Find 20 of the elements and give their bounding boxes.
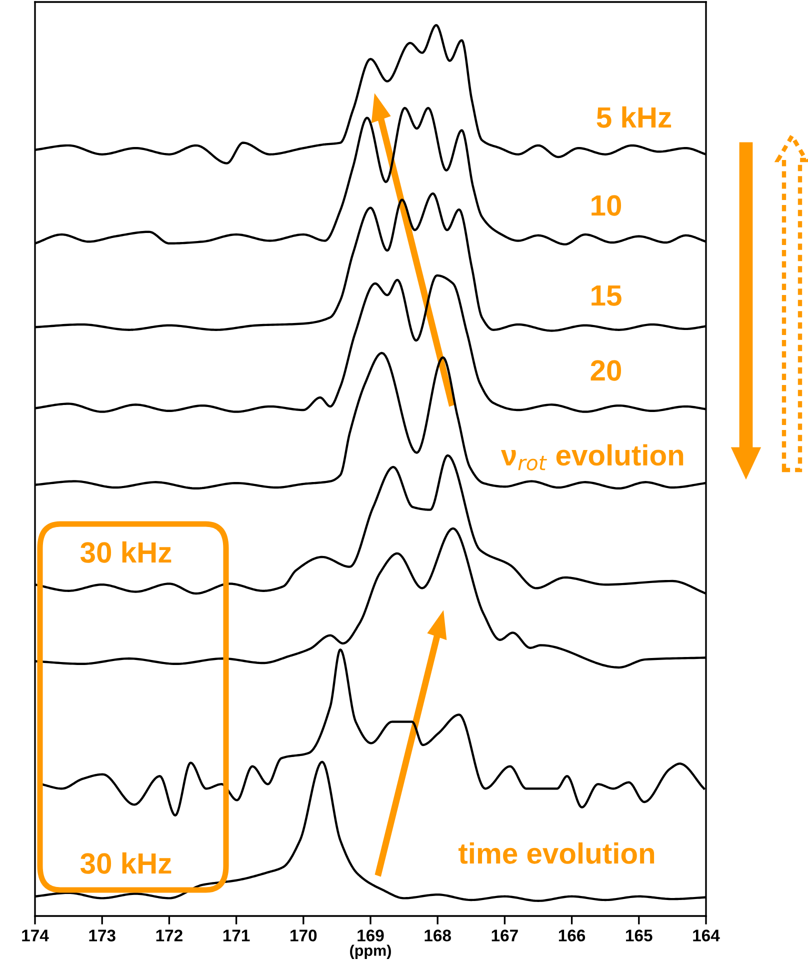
x-tick-label: 171 (223, 930, 250, 942)
x-axis-title: (ppm) (350, 944, 391, 959)
annotation: 10 (592, 195, 622, 216)
x-tick-label: 167 (492, 930, 518, 942)
x-tick-label: 173 (89, 930, 116, 942)
x-tick-label: 172 (156, 930, 182, 942)
x-tick-label: 170 (290, 930, 317, 942)
annotation: time evolution (458, 842, 654, 864)
x-tick-label: 166 (558, 930, 586, 942)
annotation: 20 (590, 360, 622, 381)
annotation: ν$_{rot}$ evolution (500, 444, 684, 470)
annotation: 15 (592, 285, 622, 306)
x-tick-label: 169 (358, 930, 384, 942)
x-tick-label: 165 (626, 930, 652, 942)
annotation: 30 kHz (80, 852, 172, 874)
x-tick-label: 164 (693, 930, 720, 942)
x-tick-label: 174 (22, 930, 49, 942)
annotation: 30 kHz (80, 541, 172, 563)
annotation: 5 kHz (596, 106, 672, 128)
x-tick-label: 168 (424, 930, 451, 942)
